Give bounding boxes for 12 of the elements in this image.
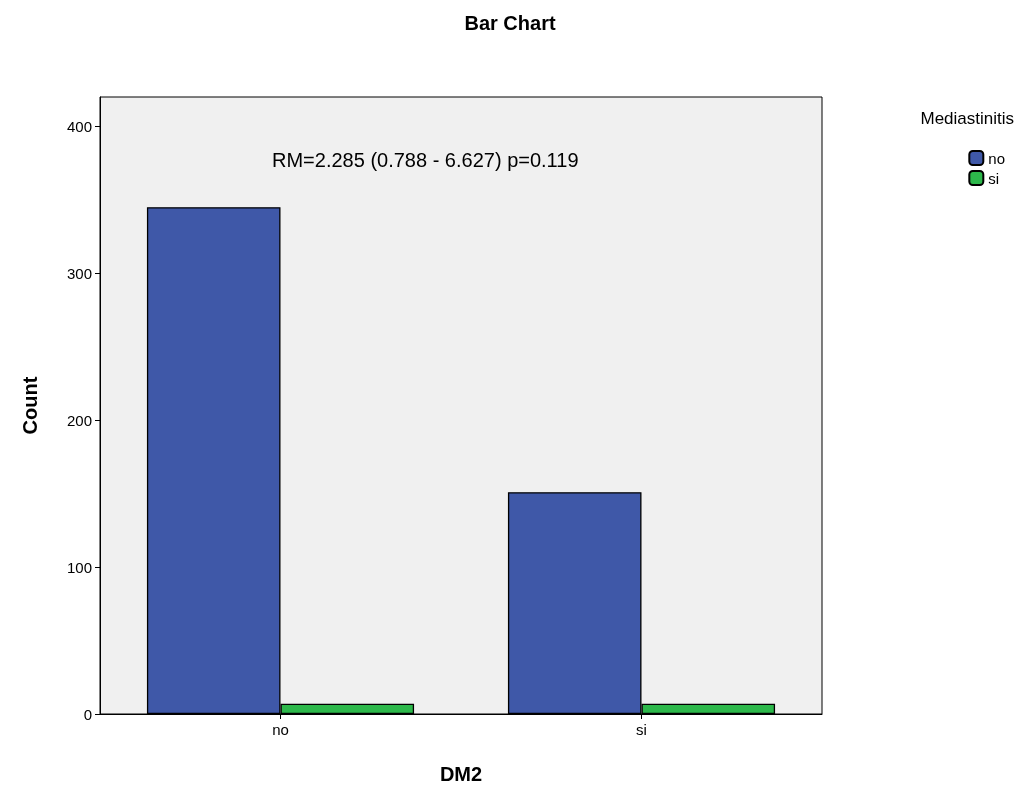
y-tick-label: 0 [83, 705, 92, 723]
y-axis-title: Count [19, 376, 41, 435]
legend-title: Mediastinitis [920, 109, 1015, 128]
y-tick-label: 300 [66, 264, 92, 282]
y-tick-label: 400 [66, 117, 92, 135]
chart-title: Bar Chart [464, 12, 556, 34]
legend-label: si [988, 169, 1000, 187]
x-axis-title: DM2 [439, 763, 483, 785]
annotation: RM=2.285 (0.788 - 6.627) p=0.119 [272, 149, 579, 171]
y-tick-label: 200 [66, 411, 92, 429]
y-tick-label: 100 [66, 558, 92, 576]
legend-label: no [988, 149, 1005, 167]
